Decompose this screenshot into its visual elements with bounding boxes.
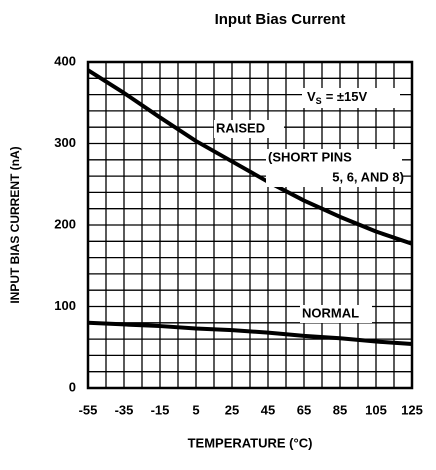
y-tick-label: 200 — [54, 216, 76, 231]
supply-symbol: V — [307, 89, 316, 104]
supply-annotation: VS = ±15V — [307, 89, 367, 106]
x-tick-label: 65 — [297, 402, 311, 417]
y-tick-label: 300 — [54, 135, 76, 150]
series-label: RAISED — [216, 120, 265, 135]
data-line — [87, 320, 413, 346]
y-tick-label: 100 — [54, 298, 76, 313]
chart-title: Input Bias Current — [215, 11, 346, 28]
note: (SHORT PINS — [268, 149, 352, 164]
x-tick-label: -55 — [79, 402, 98, 417]
plot-frame — [86, 60, 414, 390]
x-tick-label: -15 — [151, 402, 170, 417]
x-tick-label: 105 — [365, 402, 387, 417]
y-tick-label: 0 — [69, 379, 76, 394]
labels: VS = ±15V (SHORT PINS 5, 6, AND 8) RAISED… — [214, 88, 404, 323]
x-tick-label: -35 — [115, 402, 134, 417]
label-background — [302, 88, 400, 108]
label-background — [300, 305, 372, 323]
x-axis-label: TEMPERATURE (°C) — [188, 435, 313, 450]
x-tick-label: 25 — [225, 402, 239, 417]
x-tick-label: 45 — [261, 402, 275, 417]
note: 5, 6, AND 8) — [332, 169, 404, 184]
y-axis-label: INPUT BIAS CURRENT (nA) — [8, 146, 22, 303]
supply-subscript: S — [316, 96, 322, 106]
label-background — [214, 120, 284, 138]
data-line — [86, 68, 413, 246]
supply-value: = ±15V — [326, 89, 368, 104]
lines — [86, 68, 413, 346]
y-tick-label: 400 — [54, 53, 76, 68]
x-tick-label: 5 — [192, 402, 199, 417]
series-label: NORMAL — [302, 305, 359, 320]
x-tick-label: 125 — [401, 402, 423, 417]
label-background — [266, 149, 402, 187]
x-tick-label: 85 — [333, 402, 347, 417]
